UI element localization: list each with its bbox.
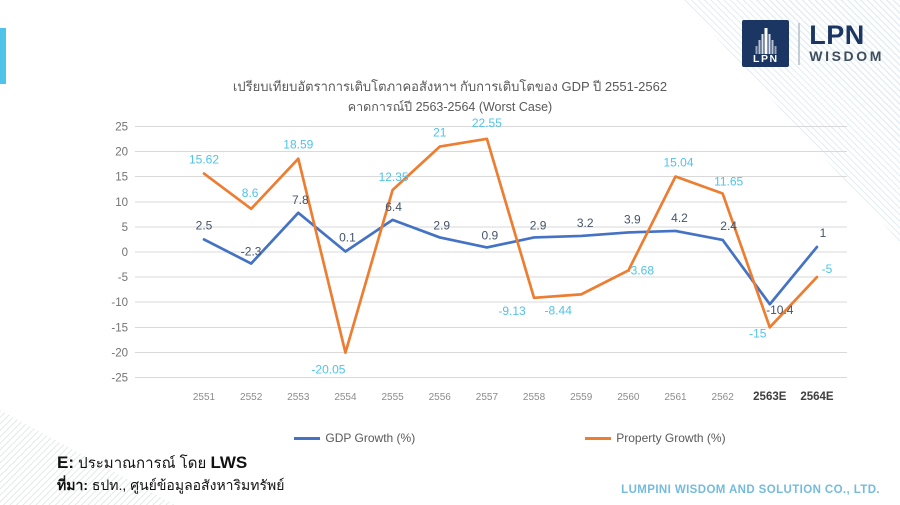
x-axis-tick-label: 2560 [617,392,640,403]
x-axis-tick-label: 2562 [712,392,735,403]
legend-label-property-growth: Property Growth (%) [616,431,726,445]
estimate-suffix: LWS [210,453,248,472]
data-label: 15.62 [189,153,219,167]
x-axis-tick-label: 2553 [287,392,310,403]
data-label: 0.1 [339,230,356,244]
x-axis-tick-label: 2559 [570,392,593,403]
legend-item-gdp-growth: GDP Growth (%) [294,431,415,445]
data-label: -2.3 [241,245,262,259]
logo-subname: WISDOM [809,47,884,64]
gdp-growth-line [202,211,819,306]
x-axis-tick-label: 2555 [381,392,404,403]
left-accent-bar [0,28,6,84]
y-axis-tick-label: 20 [115,147,128,159]
data-label: 11.65 [714,175,743,189]
property-growth-line [202,137,819,355]
logo-mark-label: LPN [753,52,779,65]
data-label: -5 [822,262,833,276]
y-axis-tick-label: -25 [111,373,128,385]
lpn-wisdom-logo: LPN LPN WISDOM [742,20,884,67]
x-axis-tick-label: 2564E [800,391,834,403]
data-label: 15.04 [663,155,693,169]
data-label: -8.44 [545,303,573,317]
data-label: 1 [820,226,827,240]
logo-name: LPN [809,20,865,51]
logo-text: LPN WISDOM [809,20,884,64]
logo-divider [798,22,801,65]
estimate-note-line: E: ประมาณการณ์ โดย LWS [57,451,284,476]
y-axis-tick-label: 25 [115,122,128,134]
x-axis-tick-label: 2552 [240,392,263,403]
x-axis-tick-label: 2554 [334,392,357,403]
x-axis-tick-label: 2551 [193,392,216,403]
data-label: 2.9 [530,218,547,232]
chart-subtitle: คาดการณ์ปี 2563-2564 (Worst Case) [347,100,553,114]
estimate-text: ประมาณการณ์ โดย [78,455,207,472]
data-label: 0.9 [482,228,499,242]
data-label: 22.55 [472,116,502,130]
data-source-line: ที่มา: ธปท., ศูนย์ข้อมูลอสังหาริมทรัพย์ [57,476,284,496]
data-label: 2.4 [720,219,737,233]
source-text: ธปท., ศูนย์ข้อมูลอสังหาริมทรัพย์ [91,476,285,493]
x-axis-tick-label: 2558 [523,392,546,403]
y-axis-tick-label: 15 [115,172,128,184]
data-label: 3.2 [577,216,594,230]
data-label: 12.35 [379,170,409,184]
chart-legend: GDP Growth (%) Property Growth (%) [130,429,890,447]
logo-mark-square: LPN [742,20,790,67]
data-label: 3.9 [624,212,641,226]
company-name: LUMPINI WISDOM AND SOLUTION CO., LTD. [621,484,880,496]
legend-label-gdp-growth: GDP Growth (%) [325,431,416,445]
data-label: 4.2 [671,211,688,225]
data-label: -15 [749,326,767,340]
chart-title: เปรียบเทียบอัตราการเติบโตภาคอสังหาฯ กับก… [232,79,668,94]
x-axis-tick-label: 2561 [664,392,687,403]
data-label: 2.9 [433,218,450,232]
data-label: 21 [433,126,447,140]
x-axis-tick-label: 2557 [476,392,499,403]
data-label: 2.5 [196,218,213,232]
data-label: -3.68 [627,263,655,277]
data-label: 7.8 [292,193,309,207]
y-axis-tick-label: 10 [115,197,128,209]
y-axis-tick-label: 0 [122,247,128,259]
data-label: -10.4 [766,303,794,317]
building-icon [755,27,777,54]
estimate-prefix: E: [57,453,74,472]
source-note: E: ประมาณการณ์ โดย LWS ที่มา: ธปท., ศูนย… [57,451,284,495]
y-axis-tick-label: -5 [118,272,128,284]
source-prefix: ที่มา: [57,476,88,493]
y-axis-tick-label: 5 [122,222,128,234]
x-axis-tick-label: 2556 [429,392,452,403]
x-axis-tick-label: 2563E [753,391,787,403]
y-axis-tick-label: -15 [111,322,128,334]
data-label: 8.6 [242,186,259,200]
data-label: -9.13 [498,304,526,318]
y-axis-tick-label: -20 [111,347,128,359]
legend-item-property-growth: Property Growth (%) [585,431,726,445]
data-label: 6.4 [385,200,402,214]
property-growth-line-icon [585,436,612,440]
y-axis-tick-label: -10 [111,297,128,309]
data-label: 18.59 [283,138,313,152]
gdp-growth-line-icon [294,436,321,440]
data-label: -20.05 [311,363,345,377]
